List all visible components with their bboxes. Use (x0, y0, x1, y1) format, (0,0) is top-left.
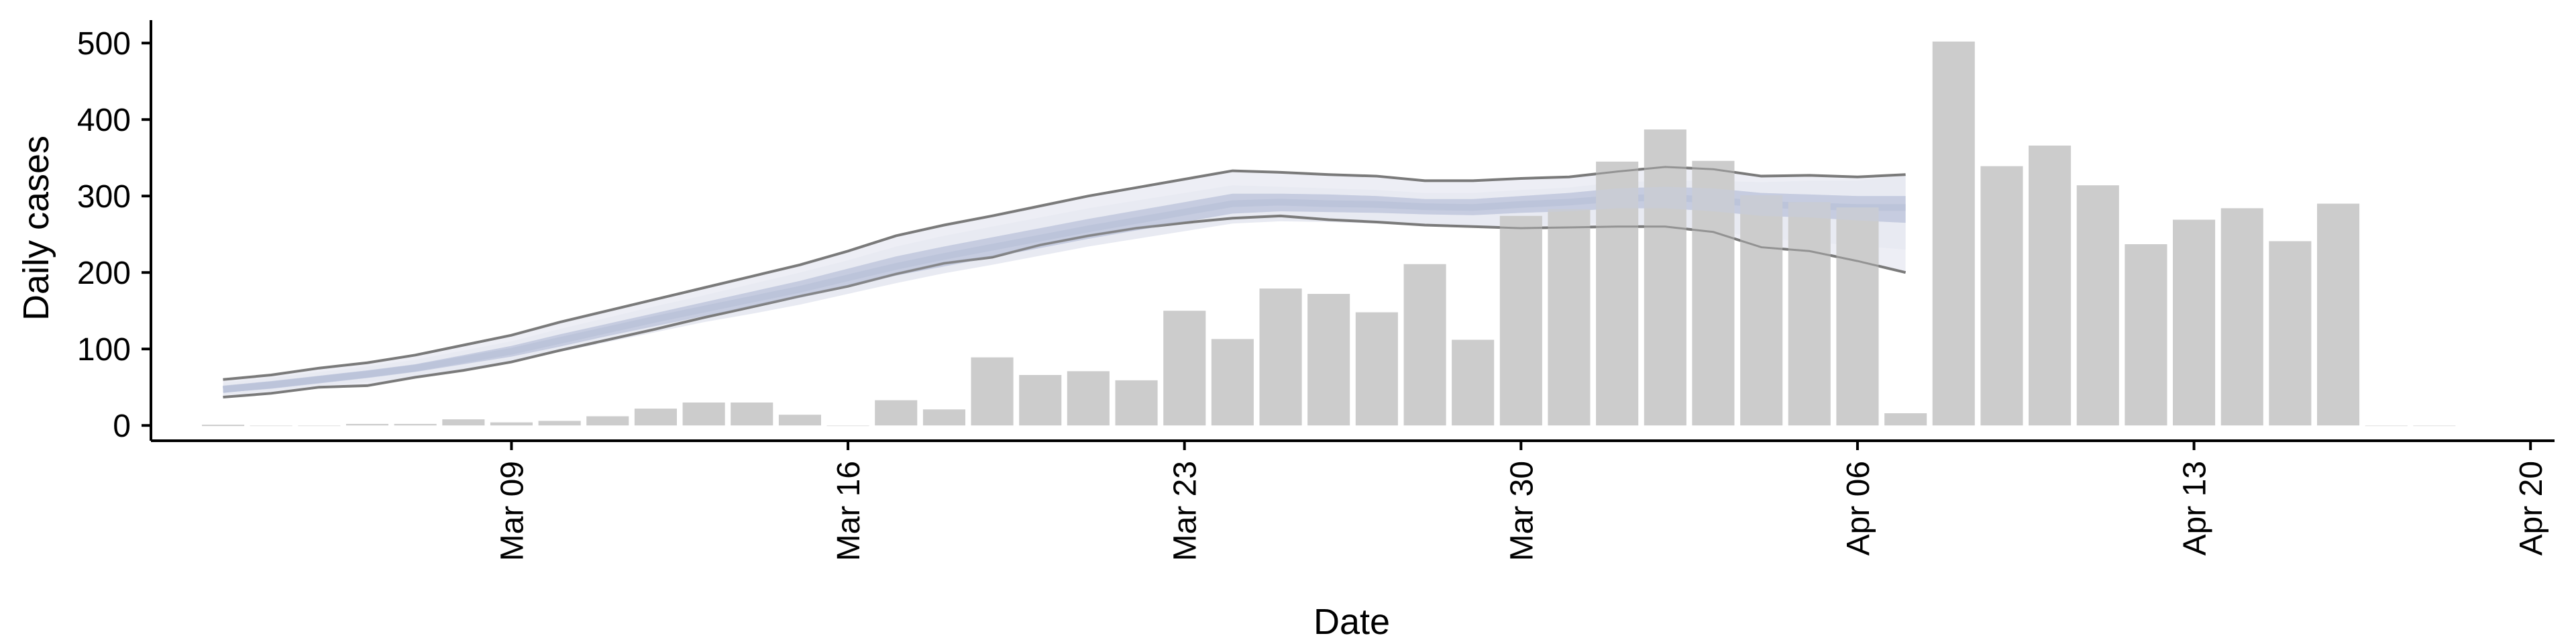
bar-2020-04-16 (2317, 203, 2360, 426)
x-tick-label-mar-09: Mar 09 (494, 461, 530, 561)
bar-2020-03-30 (1499, 215, 1542, 426)
bar-2020-03-16 (826, 425, 869, 427)
bar-2020-04-07 (1884, 413, 1927, 426)
bar-2020-04-11 (2076, 185, 2119, 426)
forecast-lower-line-overlay (223, 215, 1906, 398)
bar-2020-04-06 (1836, 207, 1879, 426)
y-axis-title: Daily cases (16, 136, 56, 321)
bar-2020-03-21 (1067, 371, 1110, 426)
bar-2020-04-02 (1644, 129, 1686, 426)
ticks-layer: 0 100 200 300 400 500 Mar 09 Mar 16 Mar 23 Mar 30… (77, 26, 2549, 561)
forecast-inner-band-overlay (223, 186, 1906, 393)
bar-2020-04-09 (1980, 166, 2023, 426)
bar-2020-03-17 (875, 400, 918, 426)
bar-2020-03-12 (634, 409, 677, 426)
bar-2020-04-01 (1596, 161, 1639, 426)
y-tick-label-500: 500 (77, 26, 131, 62)
bar-2020-04-18 (2413, 425, 2456, 427)
forecast-upper-line-overlay (223, 166, 1906, 381)
y-tick-label-200: 200 (77, 256, 131, 291)
bar-2020-03-19 (971, 357, 1014, 426)
bar-2020-03-26 (1307, 294, 1350, 426)
bar-2020-03-23 (1163, 311, 1206, 426)
bar-2020-04-17 (2365, 425, 2408, 427)
bar-2020-03-06 (345, 423, 388, 426)
bar-2020-03-29 (1452, 339, 1495, 426)
bar-2020-04-05 (1788, 202, 1831, 426)
bar-2020-03-11 (586, 416, 629, 426)
bar-2020-04-13 (2173, 219, 2216, 426)
bar-2020-03-10 (538, 421, 581, 426)
bar-2020-03-22 (1115, 380, 1158, 426)
bar-2020-04-15 (2269, 241, 2312, 426)
bar-2020-03-31 (1548, 209, 1591, 426)
bar-2020-03-28 (1403, 264, 1446, 426)
y-tick-label-300: 300 (77, 179, 131, 215)
x-tick-label-mar-23: Mar 23 (1168, 461, 1203, 561)
bar-2020-03-24 (1211, 339, 1254, 426)
bar-2020-03-04 (250, 425, 292, 427)
bar-2020-03-13 (682, 402, 725, 426)
bar-2020-03-09 (490, 422, 533, 426)
x-tick-label-apr-20: Apr 20 (2514, 461, 2549, 555)
x-tick-label-apr-13: Apr 13 (2178, 461, 2213, 555)
forecast-overlay (223, 166, 1906, 398)
axes-layer (150, 20, 2555, 442)
bar-2020-03-20 (1019, 375, 1062, 426)
bar-2020-03-27 (1355, 312, 1398, 426)
bar-2020-03-15 (778, 415, 821, 426)
bar-2020-04-12 (2125, 244, 2167, 426)
bar-2020-03-25 (1259, 288, 1302, 426)
bar-2020-03-18 (922, 409, 965, 426)
bar-2020-03-14 (731, 402, 773, 426)
x-tick-label-mar-16: Mar 16 (831, 461, 867, 561)
x-tick-label-apr-06: Apr 06 (1841, 461, 1876, 555)
bars-layer (202, 41, 2456, 427)
bar-2020-03-08 (442, 419, 485, 426)
y-tick-label-400: 400 (77, 103, 131, 138)
bar-2020-04-08 (1932, 41, 1975, 426)
x-axis-title: Date (1313, 602, 1390, 642)
y-tick-label-100: 100 (77, 332, 131, 368)
bar-2020-04-14 (2220, 208, 2263, 426)
bar-2020-03-05 (298, 425, 341, 427)
bar-2020-04-04 (1740, 195, 1783, 426)
bar-2020-03-03 (202, 425, 245, 427)
bar-2020-04-10 (2029, 146, 2072, 426)
bar-2020-03-07 (394, 423, 437, 426)
x-tick-label-mar-30: Mar 30 (1504, 461, 1540, 561)
y-tick-label-0: 0 (113, 409, 131, 444)
bar-2020-04-03 (1692, 160, 1735, 426)
